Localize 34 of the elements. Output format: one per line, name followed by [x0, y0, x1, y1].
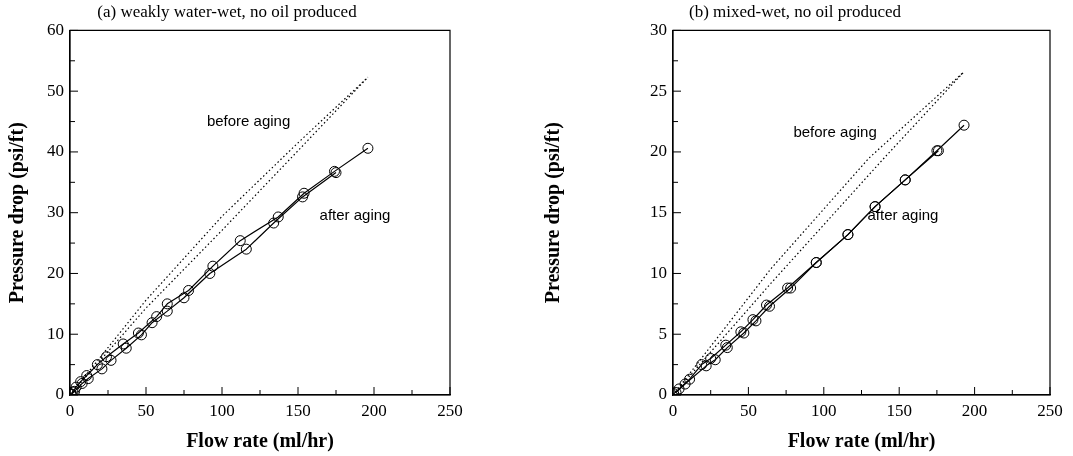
y-tick-label: 15 [650, 202, 667, 222]
y-tick-label: 50 [47, 80, 64, 100]
y-tick-label: 10 [650, 262, 667, 282]
x-tick-label: 100 [209, 400, 235, 420]
chart-title: (a) weakly water-wet, no oil produced [97, 1, 358, 21]
x-tick-label: 200 [961, 400, 988, 420]
x-tick-label: 150 [886, 400, 912, 420]
y-tick-label: 30 [650, 19, 667, 39]
annotation: after aging [319, 206, 391, 224]
y-tick-label: 0 [658, 384, 667, 404]
y-tick-label: 40 [47, 141, 64, 161]
y-tick-label: 5 [658, 323, 667, 343]
y-tick-label: 0 [55, 384, 64, 404]
annotation: before aging [206, 111, 291, 129]
y-tick-label: 10 [47, 323, 64, 343]
x-axis-title: Flow rate (ml/hr) [186, 429, 334, 453]
x-tick-label: 250 [437, 400, 463, 420]
y-tick-label: 20 [650, 141, 667, 161]
y-tick-label: 30 [47, 202, 64, 222]
x-tick-label: 50 [739, 400, 757, 420]
y-tick-label: 20 [47, 262, 64, 282]
x-tick-label: 250 [1037, 400, 1063, 420]
x-axis-title: Flow rate (ml/hr) [787, 429, 936, 453]
y-axis-title: Pressure drop (psi/ft) [5, 122, 29, 304]
y-tick-label: 25 [650, 80, 667, 100]
annotation: before aging [793, 122, 877, 140]
x-tick-label: 100 [811, 400, 837, 420]
chart-title: (b) mixed-wet, no oil produced [689, 1, 902, 21]
annotation: after aging [867, 206, 939, 224]
x-tick-label: 150 [285, 400, 311, 420]
y-tick-label: 60 [47, 19, 64, 39]
y-axis-title: Pressure drop (psi/ft) [541, 122, 565, 304]
x-tick-label: 200 [361, 400, 387, 420]
x-tick-label: 50 [137, 400, 155, 420]
